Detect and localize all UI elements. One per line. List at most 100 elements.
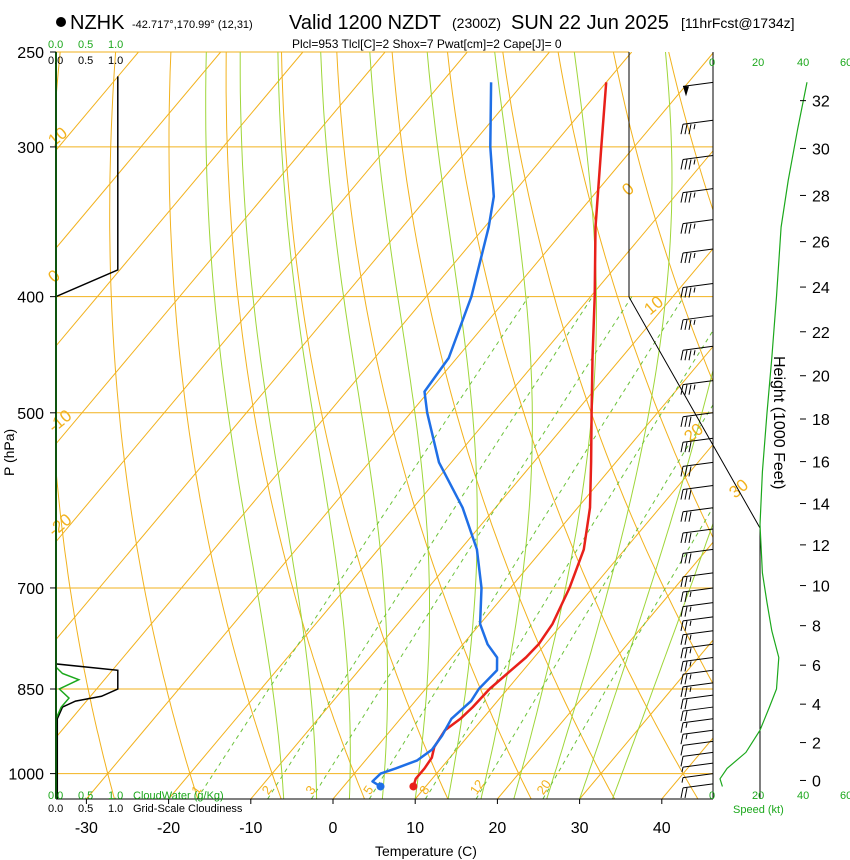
wind-barb-full: [684, 466, 688, 477]
wind-barb-half: [689, 634, 692, 640]
valid-time: Valid 1200 NZDT: [289, 12, 441, 34]
wind-barb-half: [693, 192, 696, 198]
wind-barb-full: [684, 384, 688, 395]
wind-barbs: [680, 81, 714, 799]
mixing-ratio-12: [475, 403, 713, 799]
wind-barb-staff: [682, 602, 714, 608]
height-tick-label-30: 30: [812, 141, 830, 158]
wind-barb-staff: [682, 572, 714, 578]
wind-barb-staff: [682, 694, 714, 700]
top-scale-black-1: 1.0: [108, 55, 123, 67]
wind-barb-full: [680, 722, 684, 733]
speed-tick-bot-0: 0: [709, 790, 715, 802]
isotherm-label-6: 10: [44, 123, 71, 150]
wind-barb-half: [693, 319, 696, 325]
isotherm-label-5: -20: [44, 510, 75, 540]
wind-barb-full: [680, 532, 684, 544]
wind-barb-full: [684, 416, 688, 427]
wind-barb-half: [689, 620, 692, 626]
moist-adiabat-2: [277, 52, 351, 799]
height-tick-label-0: 0: [812, 773, 821, 790]
wind-barb-10: [680, 669, 714, 685]
mixing-ratio-1: [196, 296, 530, 799]
height-tick-label-28: 28: [812, 188, 830, 205]
wind-barb-full: [680, 416, 684, 427]
cloudwater-line: [55, 52, 81, 799]
wind-barb-full: [688, 553, 692, 564]
isotherm--70: [56, 52, 386, 445]
p-tick-label-300: 300: [17, 140, 44, 157]
wind-barb-full: [684, 576, 688, 587]
height-tick-label-6: 6: [812, 658, 821, 675]
wind-barb-staff: [682, 528, 714, 534]
wind-barb-staff: [682, 548, 714, 554]
x-tick-label-0: 0: [329, 820, 338, 837]
wind-barb-staff: [682, 507, 714, 513]
wind-barb-11: [680, 656, 714, 672]
isotherm--80: [56, 52, 304, 347]
wind-barb-staff: [682, 315, 714, 321]
height-axis-title: Height (1000 Feet): [770, 356, 787, 489]
p-tick-label-1000: 1000: [8, 767, 44, 784]
dry-adiabat-0: [225, 52, 365, 799]
wind-barb-24: [680, 412, 714, 427]
wind-barb-staff: [682, 669, 714, 675]
height-tick-label-12: 12: [812, 538, 830, 555]
height-tick-label-16: 16: [812, 455, 830, 472]
isotherm-label-0: 0: [618, 179, 637, 200]
dry-adiabat--30: [56, 52, 115, 799]
wind-barb-full: [680, 686, 684, 697]
x-tick-label--10: -10: [239, 820, 262, 837]
utc-time: (2300Z): [452, 15, 501, 31]
mixing-ratio-3: [310, 296, 633, 799]
wind-barb-staff: [682, 81, 714, 87]
wind-barb-31: [680, 188, 714, 203]
height-tick-label-2: 2: [812, 736, 821, 753]
wind-barb-23: [680, 437, 714, 453]
wind-barb-full: [684, 252, 688, 264]
wind-barb-half: [693, 159, 696, 165]
wind-barb-25: [680, 380, 714, 395]
wind-barb-17: [680, 572, 714, 587]
wind-barb-half: [689, 606, 692, 612]
wind-barb-full: [684, 787, 688, 799]
wind-barb-full: [684, 661, 688, 672]
wind-barb-full: [680, 489, 684, 500]
cloudiness-label: Grid-Scale Cloudiness: [133, 803, 243, 815]
wind-barb-half: [685, 734, 688, 740]
wind-barb-full: [688, 489, 692, 500]
wind-barb-full: [688, 252, 692, 264]
speed-tick-top-0: 0: [709, 57, 715, 69]
x-tick-label-20: 20: [489, 820, 507, 837]
wind-barb-3: [680, 751, 714, 767]
moist-adiabat-5: [426, 52, 478, 799]
wind-barb-half: [681, 766, 684, 773]
mixing-ratio-label-12: 12: [467, 777, 488, 797]
mixing-ratio-labels: 1 2 3 5 8 12 20: [188, 777, 554, 797]
wind-barb-full: [680, 648, 684, 659]
moist-adiabat-9: [579, 368, 713, 799]
moist-adiabat-0: [205, 52, 285, 799]
wind-barb-full: [680, 124, 684, 135]
wind-barb-full: [684, 532, 688, 544]
mixing-ratio-lines: [196, 296, 713, 799]
wind-barb-full: [684, 159, 688, 170]
wind-barb-full: [680, 745, 684, 756]
x-axis-title: Temperature (C): [375, 843, 477, 859]
x-tick-label-30: 30: [571, 820, 589, 837]
wind-barb-staff: [682, 587, 714, 593]
wind-barb-full: [688, 287, 692, 298]
wind-barb-full: [684, 591, 688, 603]
wind-barb-staff: [682, 656, 714, 662]
moist-adiabat-1: [239, 52, 318, 799]
wind-barb-full: [680, 350, 684, 361]
wind-barb-2: [681, 762, 714, 773]
wind-barb-29: [680, 248, 714, 264]
wind-barb-full: [688, 442, 692, 453]
mixing-ratio-label-2: 2: [259, 783, 275, 798]
wind-barb-staff: [682, 740, 714, 746]
top-scale-green-05: 0.5: [78, 39, 93, 51]
wind-barb-staff: [682, 751, 714, 757]
wind-barb-staff: [682, 412, 714, 418]
wind-barb-1: [681, 773, 714, 783]
